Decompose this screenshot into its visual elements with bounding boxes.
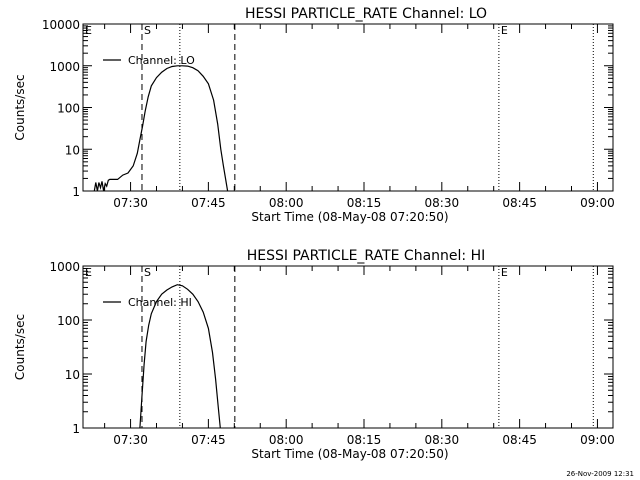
y-tick-label: 100	[57, 314, 80, 328]
y-tick-label: 1000	[49, 260, 80, 274]
x-tick-label: 09:00	[580, 196, 615, 210]
plot-frame	[82, 23, 614, 192]
x-tick-label: 08:15	[347, 433, 382, 447]
x-tick-label: 07:30	[113, 433, 148, 447]
x-tick-label: 09:00	[580, 433, 615, 447]
marker-label: E	[85, 24, 92, 37]
chart-title: HESSI PARTICLE_RATE Channel: HI	[247, 248, 485, 264]
x-axis-label: Start Time (08-May-08 07:20:50)	[251, 210, 448, 224]
x-tick-label: 08:30	[425, 433, 460, 447]
x-axis-label: Start Time (08-May-08 07:20:50)	[251, 447, 448, 461]
y-tick-label: 10000	[42, 18, 80, 32]
x-tick-label: 08:00	[269, 433, 304, 447]
y-tick-label: 10	[65, 143, 80, 157]
panel-hi: HESSI PARTICLE_RATE Channel: HI 1 10 100 100…	[13, 248, 615, 461]
y-tick-label: 1	[72, 185, 80, 199]
marker-label: S	[144, 24, 151, 37]
marker-label: E	[501, 24, 508, 37]
date-stamp: 26-Nov-2009 12:31	[566, 470, 634, 478]
legend-label: Channel: HI	[128, 296, 192, 309]
chart-title: HESSI PARTICLE_RATE Channel: LO	[245, 6, 487, 22]
x-tick-label: 07:30	[113, 196, 148, 210]
x-tick-label: 08:15	[347, 196, 382, 210]
x-tick-label: 08:45	[502, 433, 537, 447]
y-axis-label: Counts/sec	[13, 74, 27, 140]
y-tick-label: 1000	[49, 60, 80, 74]
marker-label: S	[144, 266, 151, 279]
marker-label: E	[85, 266, 92, 279]
x-tick-label: 07:45	[191, 196, 226, 210]
y-axis-label: Counts/sec	[13, 314, 27, 380]
x-tick-label: 08:00	[269, 196, 304, 210]
series-line	[139, 284, 221, 429]
y-tick-label: 100	[57, 102, 80, 116]
panel-lo: HESSI PARTICLE_RATE Channel: LO 1 10 100 100…	[13, 6, 615, 224]
plot-frame	[82, 265, 614, 429]
marker-label: E	[501, 266, 508, 279]
x-tick-label: 07:45	[191, 433, 226, 447]
y-tick-label: 10	[65, 368, 80, 382]
legend-label: Channel: LO	[128, 54, 195, 67]
x-tick-label: 08:30	[425, 196, 460, 210]
series-line	[93, 65, 229, 192]
x-tick-label: 08:45	[502, 196, 537, 210]
y-tick-label: 1	[72, 422, 80, 436]
